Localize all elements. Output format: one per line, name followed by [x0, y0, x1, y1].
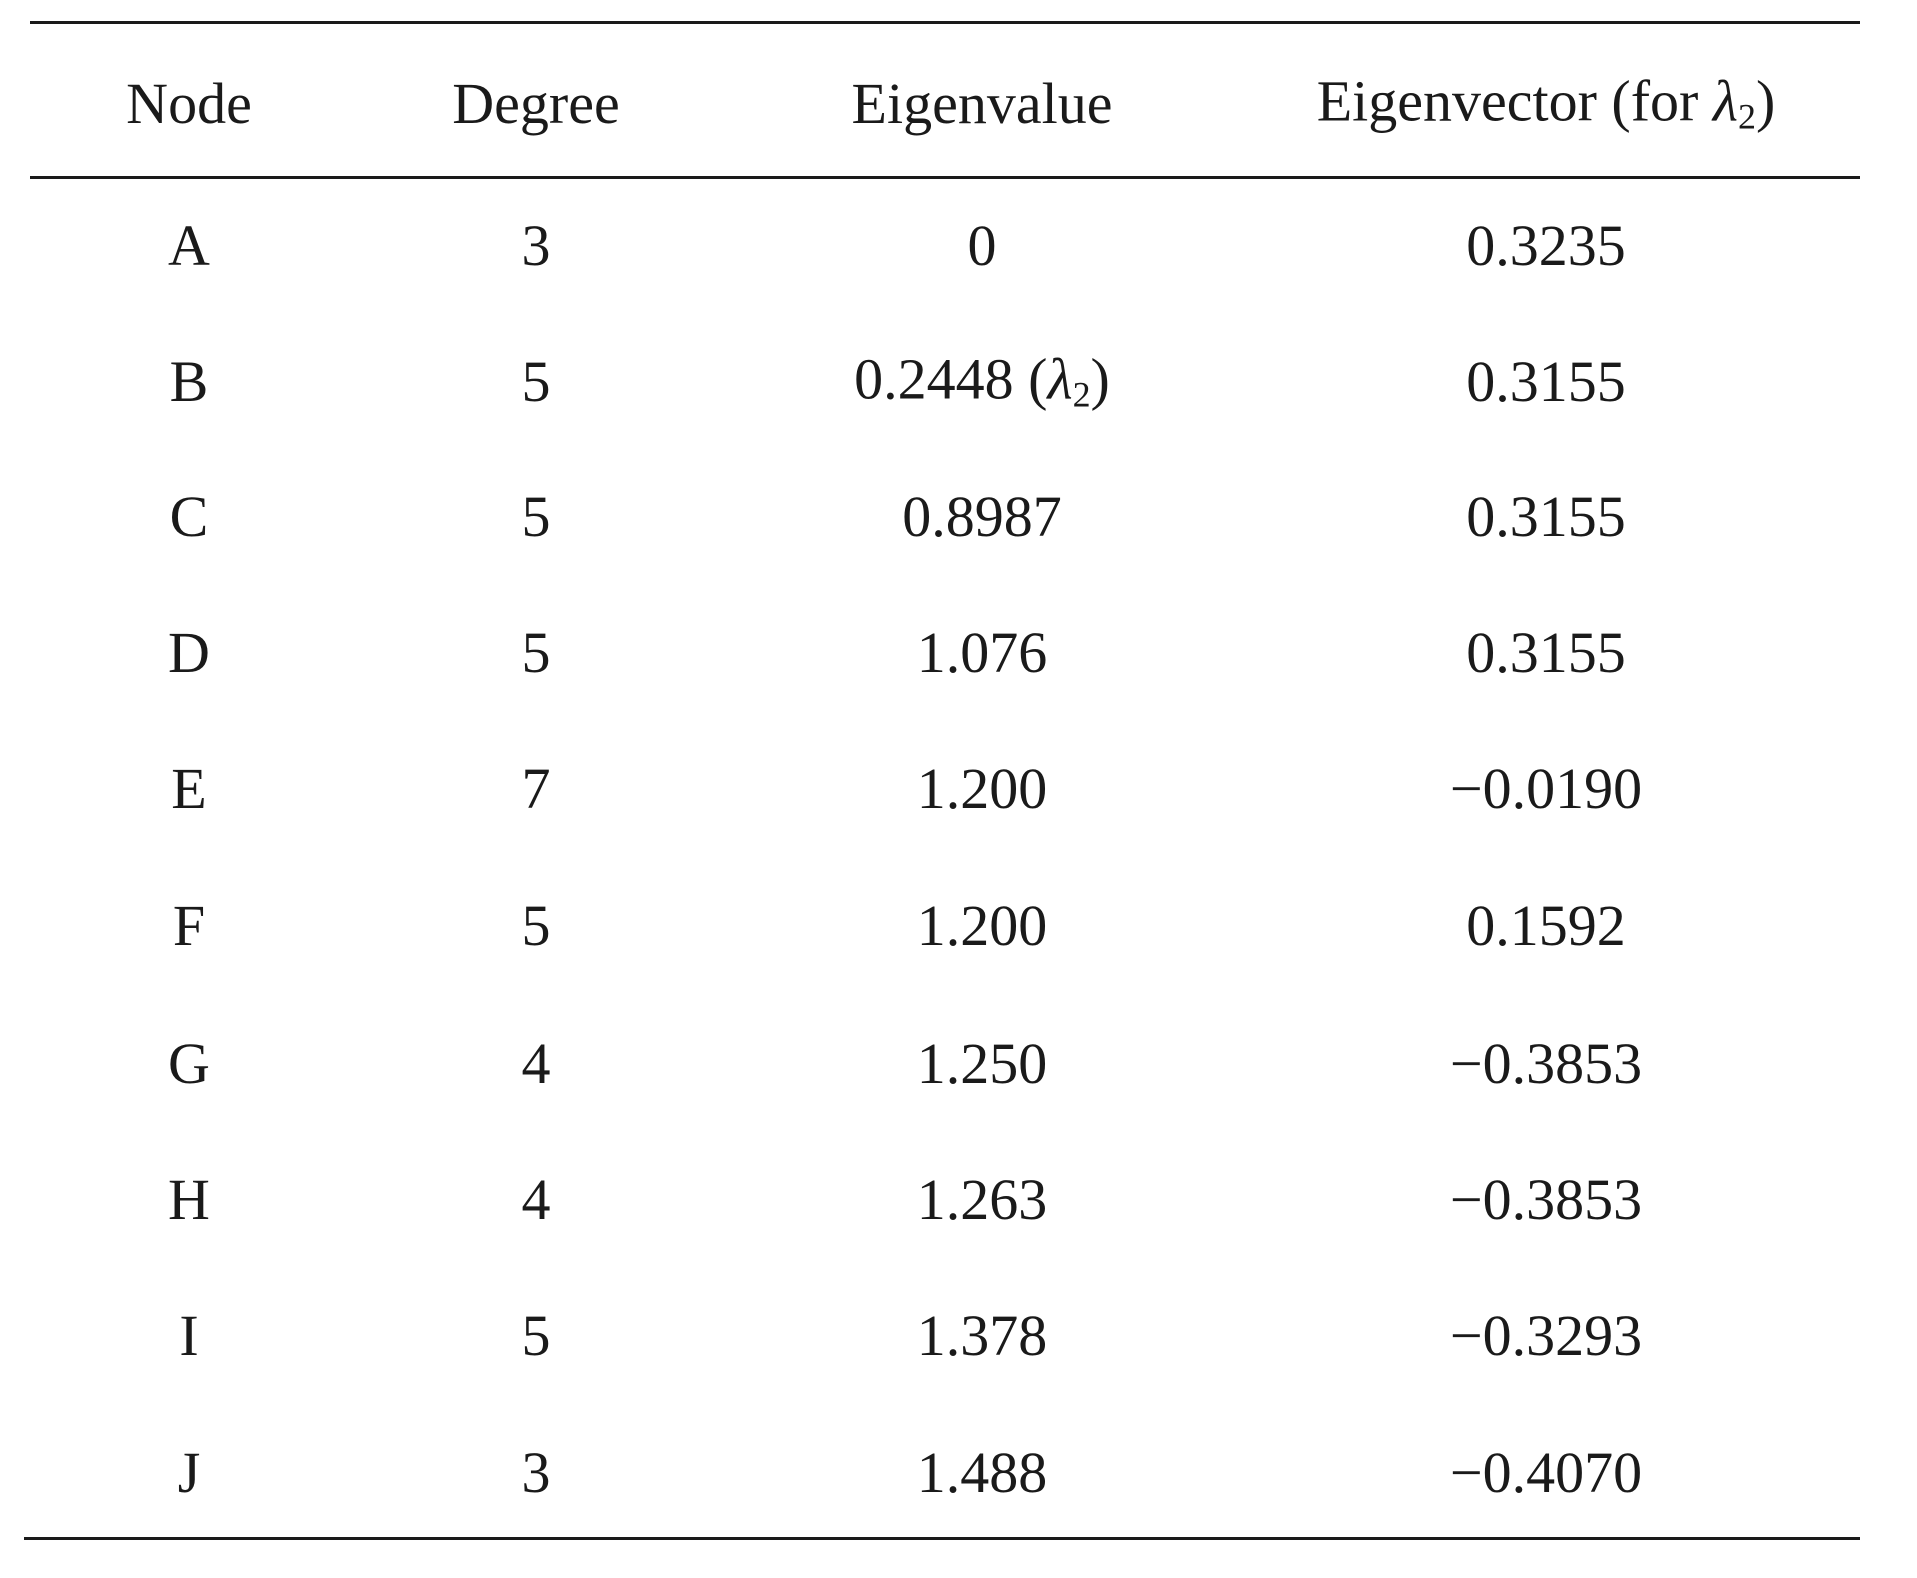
header-eigenvalue: Eigenvalue [851, 71, 1113, 136]
cell-eigenvalue: 1.200 [916, 893, 1048, 958]
cell-node: A [168, 213, 210, 278]
cell-degree: 5 [521, 349, 551, 414]
cell-node: D [168, 620, 210, 685]
cell-degree: 4 [521, 1167, 551, 1232]
cell-eigenvector: 0.3155 [1466, 349, 1626, 414]
cell-node: C [169, 484, 209, 549]
lambda-close: ) [1090, 346, 1110, 412]
header-eigenvector-suffix: ) [1755, 68, 1776, 134]
cell-eigenvector: −0.0190 [1449, 756, 1643, 821]
header-lambda-subscript: 2 [1737, 96, 1756, 137]
lambda-symbol: λ [1047, 346, 1073, 412]
header-eigenvector-prefix: Eigenvector (for [1316, 68, 1713, 134]
bottom-rule [24, 1537, 1860, 1540]
header-degree: Degree [452, 71, 620, 136]
cell-node: F [172, 893, 206, 958]
cell-degree: 3 [521, 213, 551, 278]
cell-eigenvalue-number: 0.2448 [854, 346, 1014, 412]
cell-eigenvalue: 1.250 [916, 1031, 1048, 1096]
cell-degree: 5 [521, 620, 551, 685]
header-node: Node [126, 71, 252, 136]
cell-node: J [177, 1440, 201, 1505]
cell-degree: 5 [521, 1303, 551, 1368]
cell-eigenvalue: 0.8987 [902, 484, 1062, 549]
cell-degree: 5 [521, 484, 551, 549]
cell-degree: 5 [521, 893, 551, 958]
cell-eigenvalue: 1.200 [916, 756, 1048, 821]
lambda-subscript: 2 [1072, 374, 1091, 415]
cell-node: B [169, 349, 209, 414]
cell-eigenvector: 0.1592 [1466, 893, 1626, 958]
cell-node: I [179, 1303, 199, 1368]
header-rule [30, 176, 1860, 179]
cell-eigenvalue: 0.2448 (λ2) [854, 350, 1110, 415]
cell-eigenvalue: 1.378 [916, 1303, 1048, 1368]
header-lambda-symbol: λ [1712, 68, 1738, 134]
cell-node: H [168, 1167, 210, 1232]
cell-node: G [168, 1031, 210, 1096]
lambda-open: ( [1013, 346, 1048, 412]
cell-eigenvector: 0.3155 [1466, 620, 1626, 685]
cell-eigenvalue: 0 [967, 213, 997, 278]
cell-eigenvector: −0.3853 [1449, 1167, 1643, 1232]
cell-eigenvalue: 1.263 [916, 1167, 1048, 1232]
cell-eigenvector: −0.3853 [1449, 1031, 1643, 1096]
header-eigenvector: Eigenvector (for λ2) [1317, 72, 1776, 137]
cell-eigenvalue: 1.488 [916, 1440, 1048, 1505]
cell-degree: 3 [521, 1440, 551, 1505]
top-rule [30, 21, 1860, 24]
cell-eigenvalue: 1.076 [916, 620, 1048, 685]
cell-node: E [171, 756, 207, 821]
cell-eigenvector: 0.3235 [1466, 213, 1626, 278]
cell-degree: 7 [521, 756, 551, 821]
cell-eigenvector: −0.3293 [1449, 1303, 1643, 1368]
cell-eigenvector: 0.3155 [1466, 484, 1626, 549]
cell-degree: 4 [521, 1031, 551, 1096]
cell-eigenvector: −0.4070 [1449, 1440, 1643, 1505]
